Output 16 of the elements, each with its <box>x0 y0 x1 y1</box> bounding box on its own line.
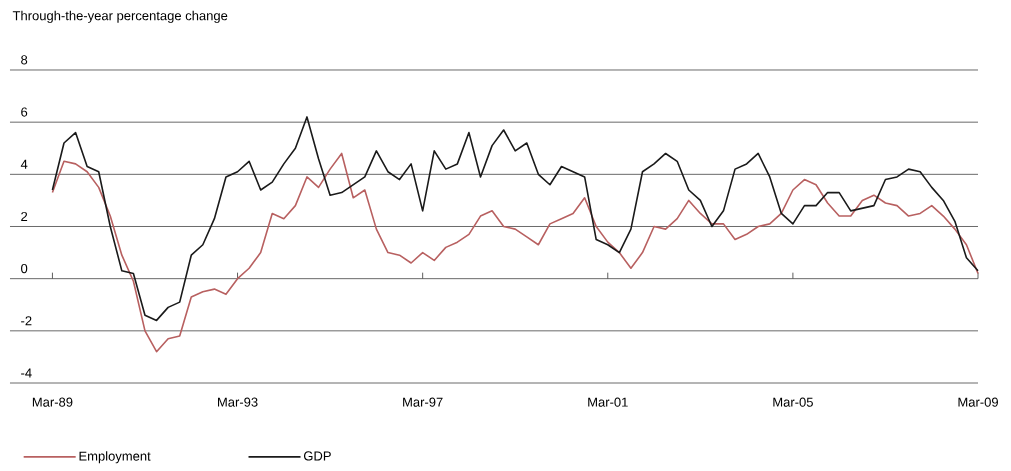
x-tick-label: Mar-97 <box>403 397 443 407</box>
y-tick-label: 8 <box>21 55 28 65</box>
legend-label: GDP <box>303 451 331 461</box>
y-tick-label: -2 <box>21 316 32 326</box>
y-tick-label: -4 <box>21 368 32 378</box>
y-tick-label: 2 <box>21 211 28 221</box>
x-tick-label: Mar-01 <box>588 397 628 407</box>
legend-label: Employment <box>79 451 151 464</box>
y-tick-label: 0 <box>21 263 28 274</box>
y-tick-label: 4 <box>20 159 28 169</box>
y-tick-label: 6 <box>21 107 28 117</box>
x-tick-label: Mar-89 <box>32 397 73 407</box>
x-tick-label: Mar-93 <box>218 397 258 407</box>
x-tick-label: Mar-09 <box>958 397 998 407</box>
x-tick-label: Mar-05 <box>773 397 813 407</box>
y-axis-title: Through-the-year percentage change <box>12 10 228 23</box>
